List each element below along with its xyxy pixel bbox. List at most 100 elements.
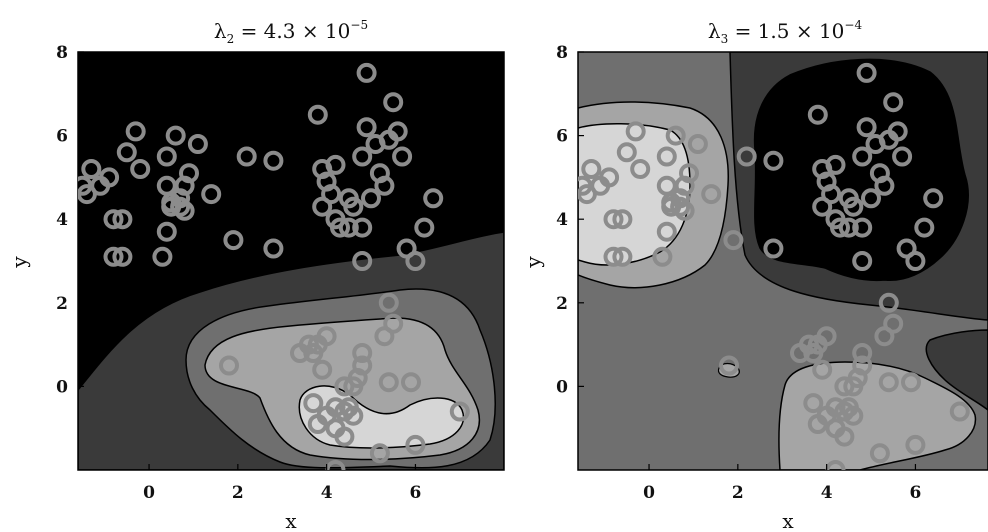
- data-point-marker: [343, 196, 364, 217]
- data-point-marker: [378, 372, 399, 393]
- data-point-marker: [401, 372, 421, 393]
- data-point-marker: [874, 175, 895, 196]
- data-point-marker: [843, 376, 864, 397]
- data-point-marker: [630, 159, 651, 179]
- chart-title-1: λ2 = 4.3 × 10−5: [214, 18, 368, 46]
- data-point-marker: [352, 146, 373, 167]
- data-point-marker: [236, 146, 257, 167]
- data-point-marker: [949, 401, 970, 422]
- y-tick-label: 8: [56, 43, 68, 63]
- data-point-marker: [187, 134, 208, 154]
- data-point-marker: [843, 405, 864, 426]
- data-point-marker: [719, 355, 739, 376]
- data-point-marker: [612, 209, 633, 230]
- data-point-marker: [290, 343, 310, 363]
- data-point-marker: [883, 92, 904, 113]
- data-point-marker: [616, 142, 637, 163]
- panel-lambda3: 0 2 4 6 0 2 4 6 8 λ3 = 1.5 × 10−4 x y: [521, 18, 988, 532]
- data-point-marker: [165, 125, 186, 146]
- data-point-marker: [812, 196, 833, 217]
- data-point-marker: [830, 217, 850, 238]
- data-point-marker: [807, 414, 828, 434]
- data-point-marker: [312, 359, 333, 380]
- data-point-marker: [352, 217, 373, 238]
- data-point-marker: [603, 209, 624, 230]
- data-point-marker: [843, 196, 864, 217]
- data-point-marker: [914, 217, 935, 238]
- data-point-marker: [652, 246, 673, 267]
- data-point-marker: [303, 393, 324, 414]
- data-point-marker: [156, 146, 177, 167]
- panel-lambda2: 0 2 4 6 0 2 4 6 8 λ2 = 4.3 × 10−5 x y: [7, 18, 505, 532]
- data-point-marker: [763, 150, 784, 171]
- data-point-marker: [763, 238, 784, 259]
- x-tick-label: 0: [143, 483, 155, 503]
- x-tick-label: 2: [232, 483, 244, 503]
- axes-2: 0 2 4 6 0 2 4 6 8: [556, 43, 921, 503]
- data-point-marker: [581, 159, 602, 179]
- data-point-marker: [219, 355, 239, 376]
- data-point-marker: [612, 246, 633, 267]
- data-point-marker: [307, 414, 328, 434]
- data-point-marker: [803, 343, 824, 363]
- data-point-marker: [392, 146, 413, 167]
- data-point-marker: [201, 184, 222, 205]
- y-axis-label-1: y: [7, 256, 31, 269]
- x-tick-label: 2: [732, 483, 744, 503]
- data-point-marker: [312, 196, 333, 217]
- y-axis-label-2: y: [521, 256, 545, 269]
- data-point-marker: [449, 401, 470, 422]
- data-point-marker: [130, 159, 151, 179]
- data-point-marker: [901, 372, 921, 393]
- data-point-marker: [112, 209, 133, 230]
- data-point-marker: [103, 246, 124, 267]
- data-point-marker: [378, 292, 399, 313]
- data-point-marker: [812, 359, 833, 380]
- data-point-marker: [356, 117, 377, 138]
- data-point-marker: [825, 460, 846, 470]
- data-point-marker: [852, 146, 873, 167]
- data-point-marker: [834, 376, 855, 397]
- y-tick-label: 0: [56, 377, 68, 397]
- data-point-marker: [838, 217, 859, 238]
- x-tick-label: 6: [910, 483, 922, 503]
- data-point-marker: [414, 217, 435, 238]
- data-point-marker: [263, 238, 284, 259]
- data-point-marker: [116, 142, 137, 163]
- contour-level-1b: [925, 329, 988, 411]
- data-point-marker: [152, 246, 173, 267]
- data-point-marker: [383, 92, 404, 113]
- data-point-marker: [874, 326, 895, 347]
- x-tick-label: 4: [821, 483, 833, 503]
- data-point-marker: [878, 292, 899, 313]
- data-point-marker: [625, 121, 646, 142]
- y-tick-label: 0: [556, 377, 568, 397]
- chart-title-2: λ3 = 1.5 × 10−4: [708, 18, 863, 46]
- data-point-marker: [736, 146, 757, 167]
- data-point-marker: [369, 443, 390, 464]
- data-point-marker: [334, 426, 355, 447]
- y-tick-label: 6: [556, 127, 568, 147]
- data-point-marker: [81, 159, 102, 179]
- data-point-marker: [852, 343, 873, 363]
- markers-2: [578, 62, 970, 470]
- data-point-marker: [687, 134, 708, 154]
- data-point-marker: [361, 188, 381, 209]
- data-point-marker: [78, 184, 97, 205]
- data-point-marker: [852, 251, 873, 271]
- data-point-marker: [856, 117, 877, 138]
- contour-field-2: [578, 52, 988, 470]
- data-point-marker: [578, 184, 597, 205]
- data-point-marker: [821, 184, 842, 205]
- data-point-marker: [807, 104, 828, 125]
- axes-1: 0 2 4 6 0 2 4 6 8: [56, 43, 421, 503]
- data-point-marker: [352, 343, 373, 363]
- data-point-marker: [790, 343, 810, 363]
- data-point-marker: [656, 221, 677, 242]
- data-point-marker: [352, 251, 373, 271]
- data-point-marker: [878, 372, 899, 393]
- data-point-marker: [125, 121, 146, 142]
- y-tick-label: 4: [56, 210, 68, 230]
- data-point-marker: [263, 150, 284, 171]
